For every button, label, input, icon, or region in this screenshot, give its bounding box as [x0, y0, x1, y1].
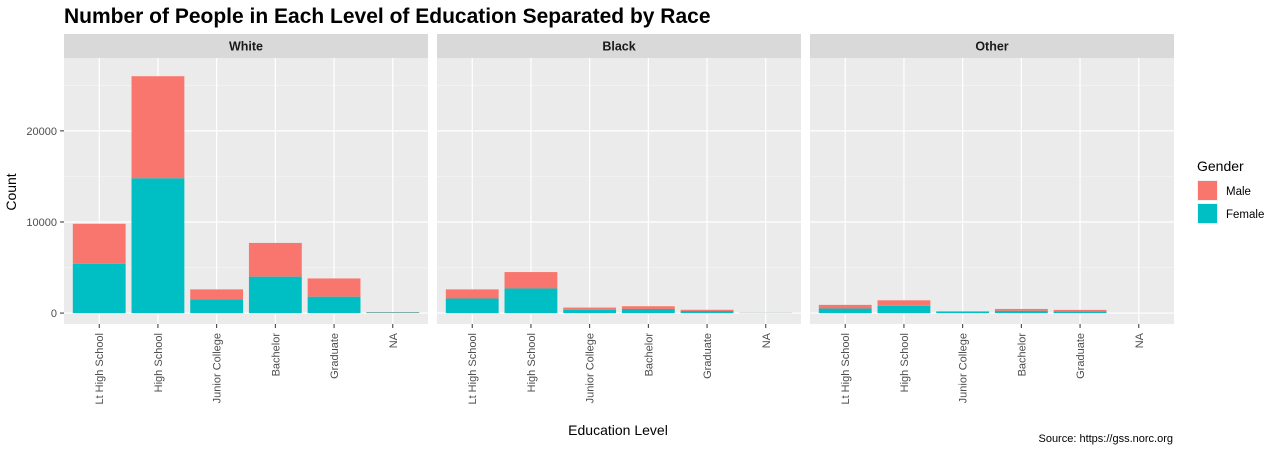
bar-black-junior-college-male	[563, 307, 617, 310]
x-tick-label: Bachelor	[270, 333, 282, 377]
facet-label-white: White	[229, 40, 263, 54]
bar-black-graduate-male	[680, 309, 734, 311]
facet-label-other: Other	[975, 40, 1008, 54]
bar-black-high-school-female	[504, 288, 558, 314]
y-axis: 0 10000 20000	[26, 126, 64, 320]
panel-black: Black Lt High School High School Junior Col…	[437, 34, 801, 405]
x-tick-label: Junior College	[585, 333, 597, 403]
bar-white-na-female	[366, 312, 420, 314]
bar-other-high-school-male	[877, 300, 931, 306]
panel-background	[437, 58, 801, 324]
bar-black-bachelor-female	[621, 308, 675, 314]
bar-other-lt-high-school-female	[818, 308, 872, 314]
panel-background	[810, 58, 1174, 324]
bar-black-bachelor-male	[621, 306, 675, 309]
x-axis-title: Education Level	[568, 422, 668, 438]
bar-white-junior-college-female	[190, 299, 244, 314]
x-tick-label: Graduate	[1075, 333, 1087, 379]
bar-white-bachelor-female	[248, 276, 302, 314]
x-tick-label: Lt High School	[94, 333, 106, 405]
facet-strip	[437, 34, 801, 58]
x-tick-label: Bachelor	[643, 333, 655, 377]
chart-title: Number of People in Each Level of Educat…	[64, 5, 711, 28]
bar-black-lt-high-school-female	[445, 298, 499, 314]
bar-other-graduate-female	[1053, 311, 1107, 314]
y-tick-label: 10000	[26, 217, 57, 229]
y-axis-title: Count	[3, 173, 19, 210]
bar-other-junior-college-male	[936, 311, 990, 312]
x-tick-label: Graduate	[329, 333, 341, 379]
legend: Gender Male Female	[1197, 158, 1264, 224]
x-tick-label: Bachelor	[1016, 333, 1028, 377]
x-tick-label: Graduate	[702, 333, 714, 379]
bar-white-graduate-female	[307, 296, 361, 314]
x-tick-label: High School	[899, 333, 911, 392]
facet-strip	[64, 34, 428, 58]
x-tick-label: Lt High School	[840, 333, 852, 405]
bar-white-graduate-male	[307, 278, 361, 297]
x-tick-label: High School	[153, 333, 165, 392]
panel-white: White Lt High School High School Junior Col…	[64, 34, 428, 405]
x-tick-label: NA	[761, 332, 773, 348]
legend-label-male: Male	[1226, 186, 1251, 198]
legend-swatch-female	[1198, 204, 1217, 223]
bar-black-junior-college-female	[563, 309, 617, 314]
facet-strip	[810, 34, 1174, 58]
bar-white-bachelor-male	[248, 242, 302, 277]
bar-other-high-school-female	[877, 305, 931, 314]
facet-label-black: Black	[602, 40, 635, 54]
bar-white-high-school-female	[131, 178, 185, 314]
x-tick-label: Junior College	[958, 333, 970, 403]
bar-white-high-school-male	[131, 76, 185, 179]
y-tick-label: 20000	[26, 126, 57, 138]
bar-other-bachelor-female	[994, 310, 1048, 314]
bar-white-lt-high-school-female	[72, 263, 126, 314]
bar-other-lt-high-school-male	[818, 304, 872, 309]
source-caption: Source: https://gss.norc.org	[1038, 433, 1173, 445]
x-tick-label: NA	[1134, 332, 1146, 348]
x-tick-label: Lt High School	[467, 333, 479, 405]
bar-black-lt-high-school-male	[445, 289, 499, 299]
bar-other-graduate-male	[1053, 309, 1107, 312]
facet-panels: White Lt High School High School Junior Col…	[26, 34, 1174, 405]
bar-other-junior-college-female	[936, 311, 990, 314]
bar-other-bachelor-male	[994, 308, 1048, 311]
x-tick-label: High School	[526, 333, 538, 392]
x-tick-label: NA	[388, 332, 400, 348]
bar-white-junior-college-male	[190, 289, 244, 300]
y-tick-label: 0	[51, 308, 57, 320]
x-tick-label: Junior College	[212, 333, 224, 403]
legend-swatch-male	[1198, 181, 1217, 200]
bar-white-lt-high-school-male	[72, 223, 126, 264]
panel-other: Other Lt High School High School Junior Col…	[810, 34, 1174, 405]
bar-black-graduate-female	[680, 310, 734, 314]
legend-label-female: Female	[1226, 209, 1264, 221]
bar-black-high-school-male	[504, 272, 558, 289]
legend-title: Gender	[1197, 158, 1244, 174]
